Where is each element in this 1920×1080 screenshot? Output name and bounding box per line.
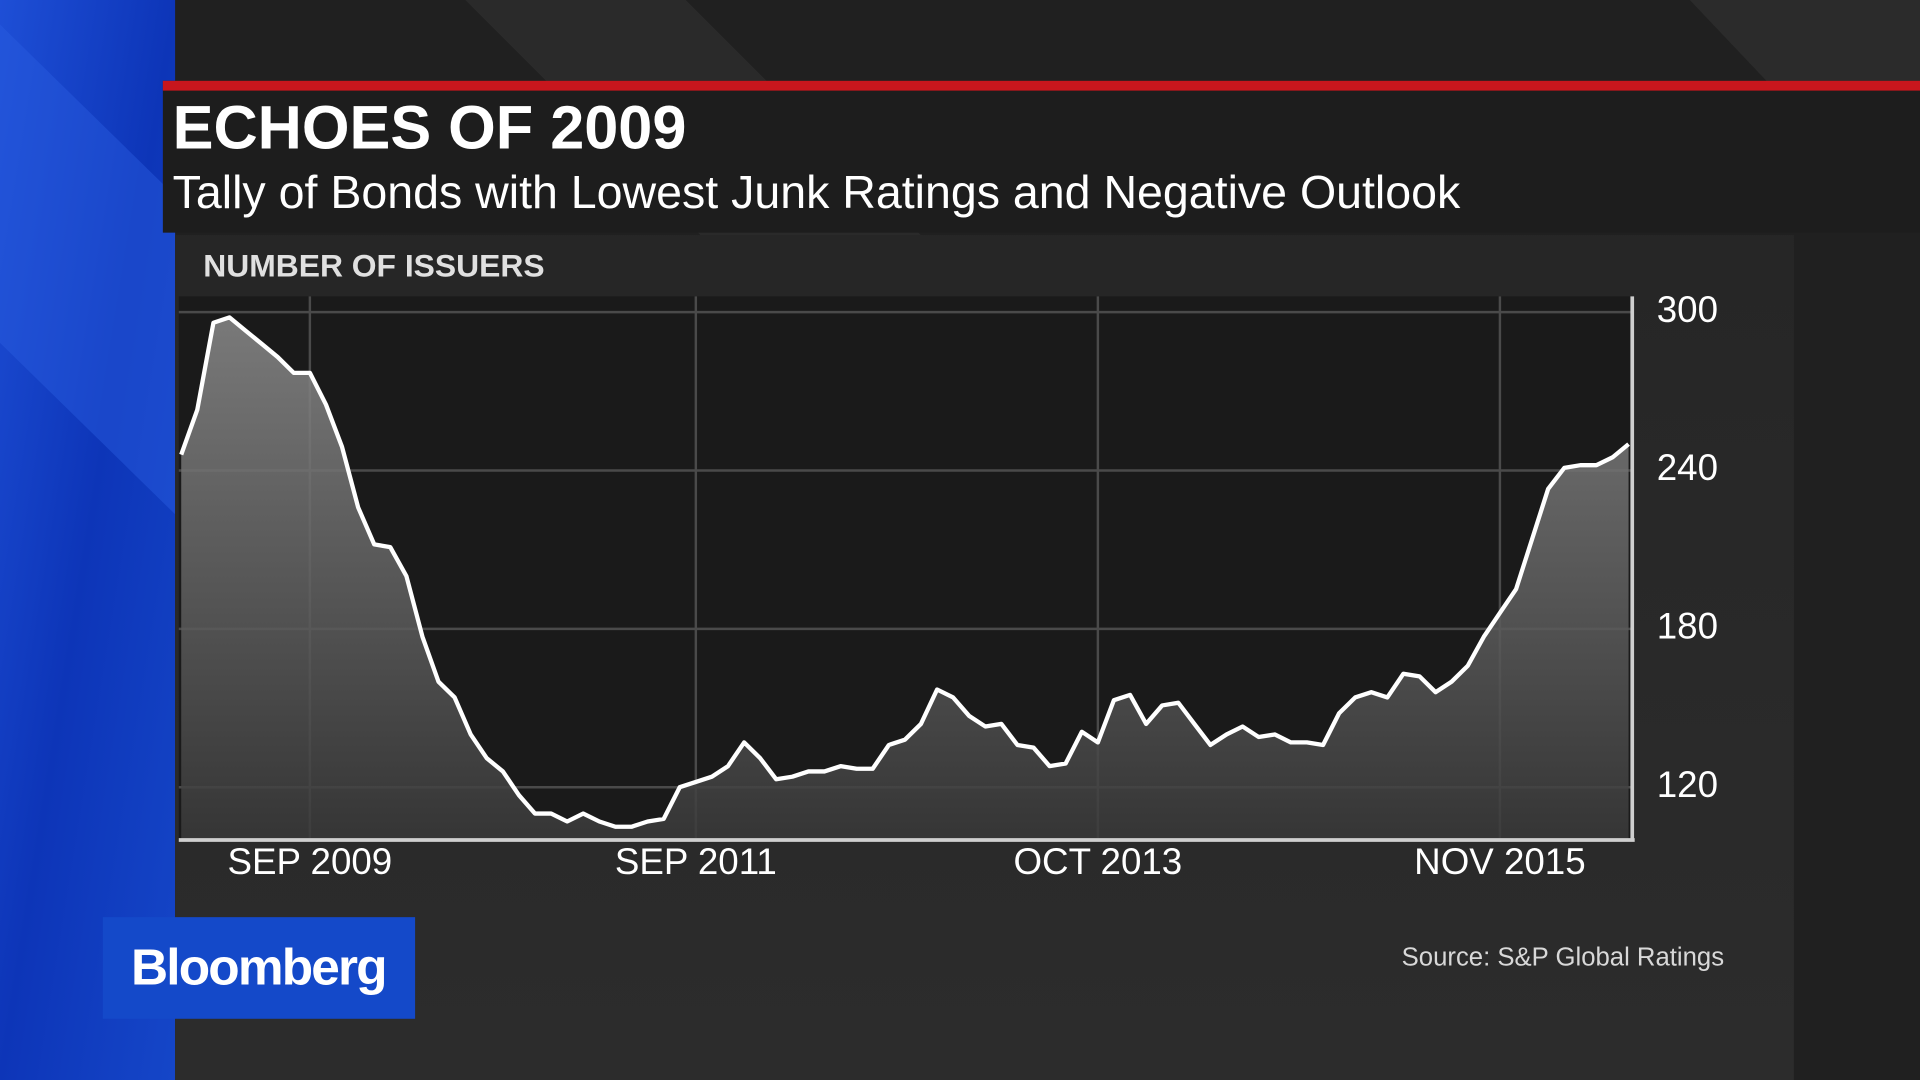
y-tick-label: 240 xyxy=(1657,447,1718,488)
chart-subtitle: Tally of Bonds with Lowest Junk Ratings … xyxy=(173,166,1461,218)
x-tick-label: SEP 2011 xyxy=(615,841,777,882)
x-tick-label: SEP 2009 xyxy=(228,841,393,882)
chart-title: ECHOES OF 2009 xyxy=(173,93,687,161)
blue-side-panel xyxy=(0,0,176,1080)
x-tick-label: OCT 2013 xyxy=(1014,841,1183,882)
plot: 300 240 180 120 SEP 2009 SEP 2011 OCT 2013 NOV … xyxy=(178,289,1718,882)
header-bar xyxy=(162,80,1920,233)
y-axis-label: NUMBER OF ISSUERS xyxy=(203,248,544,284)
logo: Bloomberg xyxy=(131,938,386,996)
x-tick-label: NOV 2015 xyxy=(1414,841,1585,882)
source-note: Source: S&P Global Ratings xyxy=(1402,944,1724,972)
blue-stripe xyxy=(0,24,176,515)
y-tick-label: 180 xyxy=(1657,606,1718,647)
header-red-line xyxy=(162,80,1920,91)
y-tick-label: 120 xyxy=(1657,764,1718,805)
line xyxy=(179,315,1630,829)
area xyxy=(181,317,1629,840)
logo-box xyxy=(102,917,416,1019)
y-tick-label: 300 xyxy=(1657,289,1718,330)
